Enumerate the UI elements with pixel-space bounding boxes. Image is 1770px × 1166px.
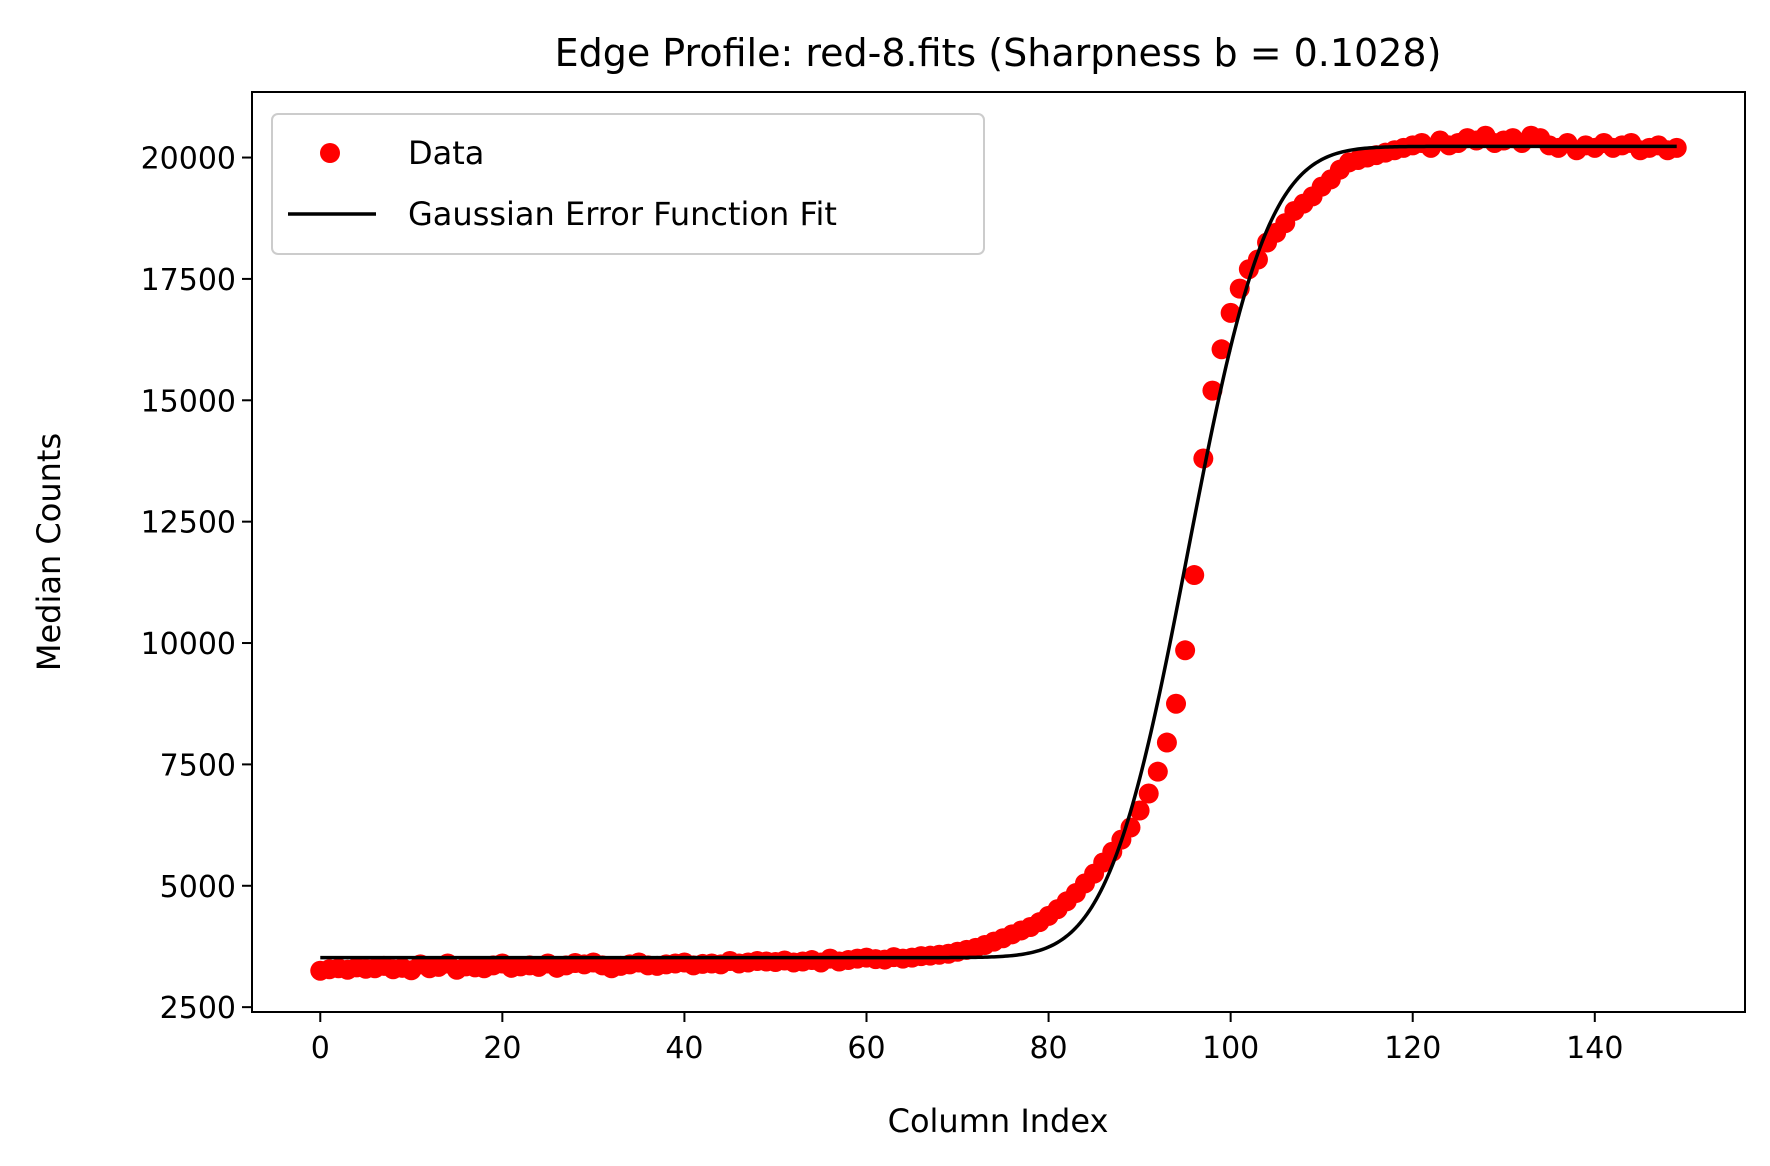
y-tick-label: 12500 (141, 506, 236, 541)
fit-line (320, 144, 1677, 960)
y-axis-label: Median Counts (30, 433, 68, 671)
data-point (1129, 800, 1150, 821)
y-tick-label: 17500 (141, 263, 236, 298)
x-axis-label: Column Index (888, 1102, 1109, 1140)
x-tick-label: 20 (483, 1031, 521, 1066)
axes-frame (251, 91, 1746, 1013)
legend-label-fit: Gaussian Error Function Fit (408, 195, 837, 233)
data-point (1166, 693, 1187, 714)
x-tick-label: 100 (1202, 1031, 1259, 1066)
data-point (1666, 137, 1687, 158)
y-tick-label: 5000 (160, 870, 236, 905)
data-point (1138, 783, 1159, 804)
data-point (1156, 732, 1177, 753)
data-point (1220, 302, 1241, 323)
x-axis-ticks: 0 20 40 60 80 100 120 140 (311, 1012, 1623, 1066)
legend-label-data: Data (408, 134, 484, 172)
data-point (1202, 380, 1223, 401)
data-point (1211, 339, 1232, 360)
y-tick-label: 15000 (141, 384, 236, 419)
x-tick-label: 120 (1384, 1031, 1441, 1066)
legend-marker-data (320, 143, 340, 163)
legend: Data Gaussian Error Function Fit (271, 113, 985, 255)
data-point (1184, 565, 1205, 586)
data-point (1175, 640, 1196, 661)
y-axis-ticks: 2500 5000 7500 10000 12500 15000 17500 20000 (141, 142, 252, 1026)
x-tick-label: 140 (1566, 1031, 1623, 1066)
y-tick-label: 7500 (160, 748, 236, 783)
y-tick-label: 10000 (141, 627, 236, 662)
y-tick-label: 2500 (160, 991, 236, 1026)
x-tick-label: 60 (847, 1031, 885, 1066)
plot-area (310, 125, 1687, 981)
legend-box (271, 113, 985, 255)
x-tick-label: 0 (311, 1031, 330, 1066)
data-point (1147, 761, 1168, 782)
y-tick-label: 20000 (141, 142, 236, 177)
chart-title: Edge Profile: red-8.fits (Sharpness b = … (555, 31, 1442, 75)
x-tick-label: 80 (1029, 1031, 1067, 1066)
x-tick-label: 40 (665, 1031, 703, 1066)
